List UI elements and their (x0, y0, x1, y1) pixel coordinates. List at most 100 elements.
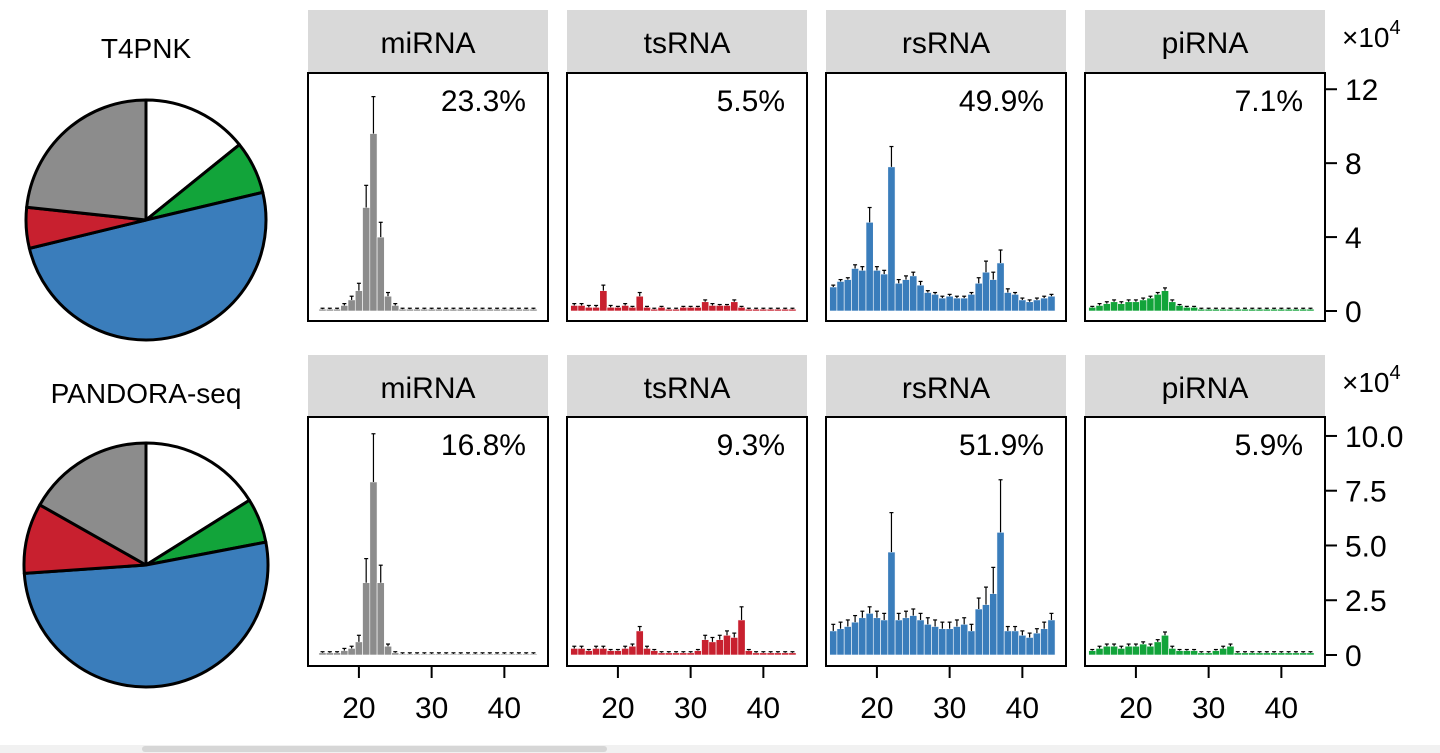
bar (369, 133, 378, 312)
bar (529, 653, 538, 656)
bar (628, 645, 637, 656)
bar (635, 630, 644, 656)
bar (938, 297, 947, 312)
bar (599, 648, 608, 656)
bar (657, 307, 666, 312)
bar (592, 307, 601, 312)
bar (715, 305, 724, 312)
bar (1262, 652, 1271, 656)
bar (318, 308, 327, 312)
bar (1270, 652, 1279, 656)
bar (577, 305, 586, 312)
bar (522, 653, 531, 656)
bar (723, 305, 731, 312)
bar (464, 653, 472, 656)
bar (781, 308, 790, 312)
panel-frame (307, 416, 549, 667)
bar (384, 645, 392, 656)
bar (1040, 628, 1049, 656)
y-tick-label: 0 (1345, 296, 1362, 329)
bar (333, 652, 342, 656)
bar (894, 282, 903, 312)
bar (737, 307, 746, 312)
bar (584, 307, 593, 312)
bar (902, 279, 910, 312)
bar (851, 621, 860, 656)
bar (333, 308, 342, 312)
percent-label-rsrna: 51.9% (959, 429, 1044, 462)
percent-label-pirna: 5.9% (1235, 429, 1303, 462)
panel-strip-pirna (1085, 10, 1325, 72)
bar (1291, 652, 1300, 656)
bar (1011, 630, 1020, 656)
bar (1018, 299, 1027, 312)
bar (1211, 650, 1220, 656)
bar (606, 650, 615, 656)
bar (478, 308, 487, 312)
bar (1168, 648, 1177, 656)
panel-frame (825, 72, 1067, 322)
panel-strip-pirna (1085, 355, 1325, 417)
bar (427, 653, 436, 656)
bar (708, 641, 717, 656)
panel-frame (566, 416, 808, 667)
x-tick-label: 20 (1119, 692, 1152, 725)
bar (909, 615, 918, 656)
bar (766, 652, 775, 656)
bar (354, 290, 363, 312)
panel-strip-rsrna (826, 10, 1066, 72)
bar (865, 613, 874, 656)
bar (456, 308, 465, 312)
bar (781, 652, 790, 656)
y-multiplier-label: ×104 (1342, 362, 1401, 398)
bar (1153, 294, 1162, 312)
bar (1175, 650, 1184, 656)
bar (650, 308, 659, 312)
y-tick-label: 0 (1345, 640, 1362, 673)
bar (1102, 645, 1111, 656)
bar (693, 307, 702, 312)
bar (1284, 652, 1293, 656)
bar (931, 294, 940, 312)
bar (1131, 301, 1140, 312)
bar (664, 308, 673, 312)
bar (836, 281, 845, 312)
x-tick-label: 30 (933, 692, 966, 725)
bar (1139, 299, 1148, 312)
bar (887, 551, 896, 656)
bar (752, 308, 761, 312)
bar (613, 650, 622, 656)
row-label-t4pnk: T4PNK (101, 33, 192, 64)
bar (1095, 305, 1104, 312)
bar (584, 650, 593, 656)
bar (880, 273, 889, 312)
bar (960, 624, 969, 656)
bar (340, 650, 349, 656)
bar (325, 652, 334, 656)
bar (442, 308, 451, 312)
panel-title-mirna: miRNA (381, 372, 476, 405)
bar (1291, 308, 1300, 312)
panel-title-tsrna: tsRNA (644, 372, 731, 405)
bar (1299, 652, 1308, 656)
percent-label-rsrna: 49.9% (959, 85, 1044, 118)
bar (420, 653, 429, 656)
bar (369, 481, 378, 656)
bar (916, 619, 925, 656)
x-tick-label: 40 (1265, 692, 1298, 725)
horizontal-scrollbar[interactable] (0, 745, 1440, 753)
y-tick-label: 10.0 (1345, 421, 1403, 454)
bar (577, 648, 586, 656)
bar (701, 301, 710, 312)
bar (872, 270, 881, 312)
bar (1226, 645, 1235, 656)
bar (592, 648, 601, 656)
panel-strip-mirna (308, 355, 548, 417)
x-tick-label: 30 (674, 692, 707, 725)
scrollbar-thumb[interactable] (142, 746, 607, 752)
panel-title-rsrna: rsRNA (902, 372, 990, 405)
bar (1131, 645, 1140, 656)
panel-title-rsrna: rsRNA (902, 27, 990, 60)
panel-frame (825, 416, 1067, 667)
bar (788, 652, 797, 656)
